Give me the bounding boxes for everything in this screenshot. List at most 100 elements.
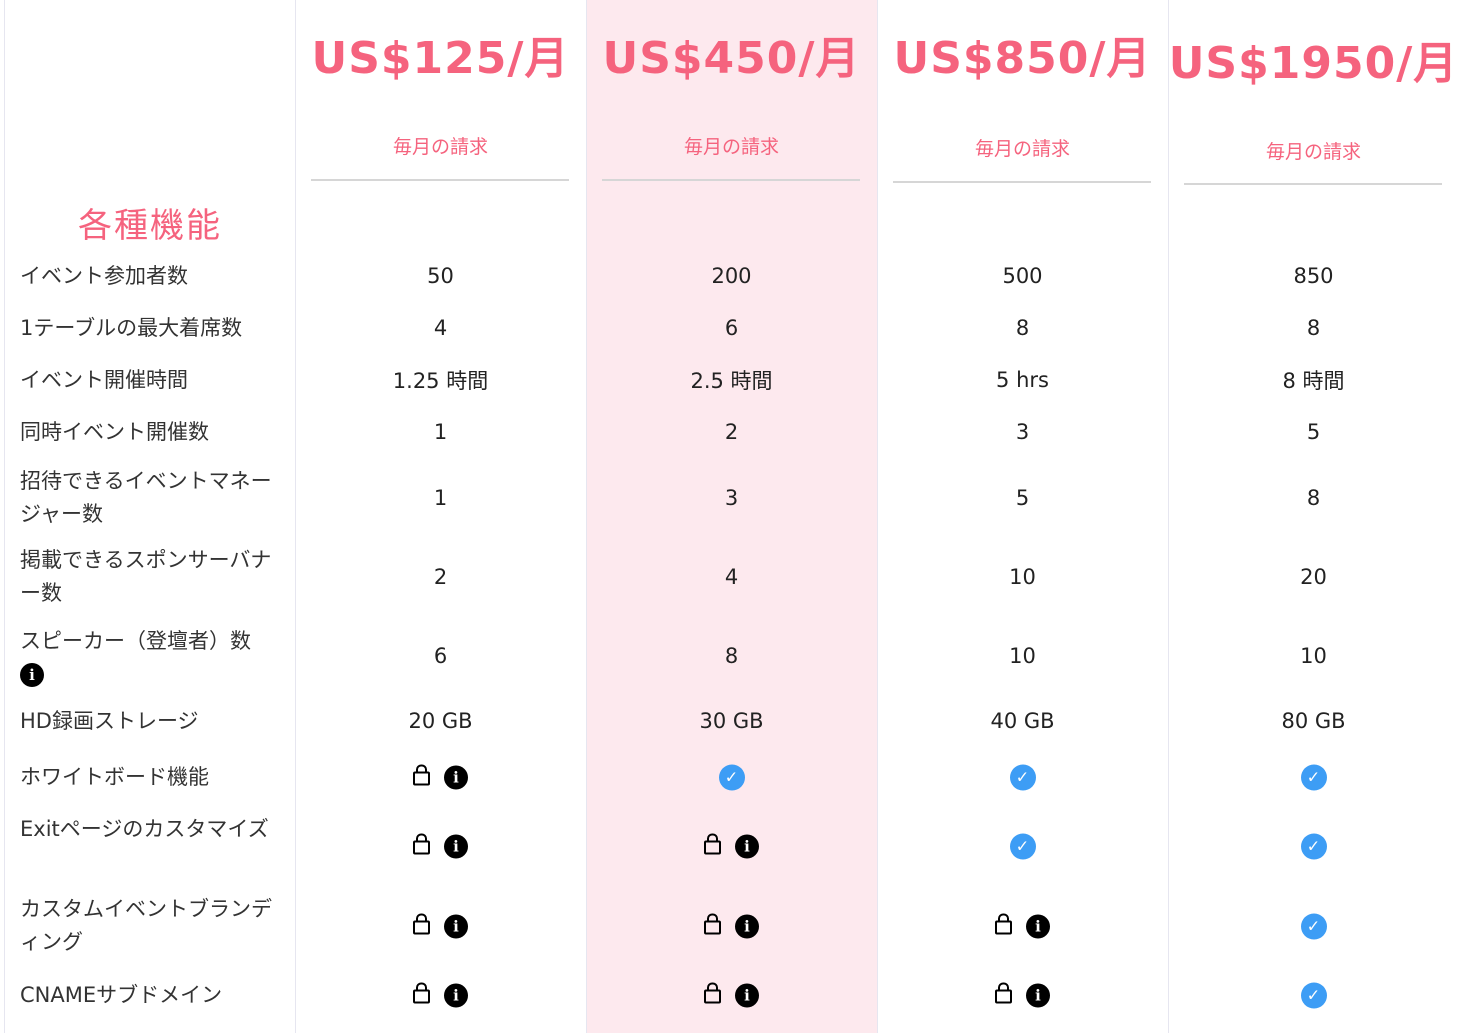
plan-cell: 10 — [1168, 644, 1459, 668]
plan-price: US$450/月 — [602, 33, 861, 84]
plan-cell: 5 hrs — [877, 368, 1168, 392]
feature-label-text: 掲載できるスポンサーバナー数 — [20, 548, 272, 605]
check-icon: ✓ — [1009, 764, 1036, 791]
plan-price: US$1950/月 — [1168, 38, 1459, 89]
feature-value: 8 — [1306, 316, 1321, 340]
lock-icon — [995, 913, 1012, 935]
feature-value: 5 — [1306, 420, 1321, 444]
feature-value: 850 — [1293, 264, 1334, 288]
plan-cell: 200 — [586, 264, 877, 288]
plan-cell: i — [877, 913, 1168, 939]
plan-cell: 2 — [586, 420, 877, 444]
plan-cell: i — [295, 764, 586, 790]
plan-cell: 80 GB — [1168, 709, 1459, 733]
plan-price: US$850/月 — [893, 33, 1152, 84]
plan-cell: 10 — [877, 644, 1168, 668]
feature-label-text: 招待できるイベントマネージャー数 — [20, 469, 272, 526]
feature-label-text: スピーカー（登壇者）数 — [20, 629, 251, 653]
plan-billing-label: 毎月の請求 — [683, 136, 779, 158]
feature-label-text: Exitページのカスタマイズ — [20, 817, 269, 841]
plan-cell: 4 — [586, 565, 877, 589]
info-icon[interactable]: i — [444, 765, 468, 790]
info-icon[interactable]: i — [444, 834, 468, 859]
feature-value: 4 — [433, 316, 448, 340]
feature-label-text: CNAMEサブドメイン — [20, 982, 223, 1007]
feature-value: 6 — [433, 644, 448, 668]
divider — [311, 179, 569, 181]
feature-label: 掲載できるスポンサーバナー数 — [20, 544, 272, 610]
plan-cell: i — [586, 833, 877, 859]
feature-value: 30 GB — [699, 709, 764, 733]
check-icon: ✓ — [1300, 982, 1327, 1009]
feature-label-text: 同時イベント開催数 — [20, 419, 209, 444]
plan-cell: 5 — [877, 486, 1168, 510]
plan-cell: 10 — [877, 565, 1168, 589]
info-icon[interactable]: i — [444, 914, 468, 939]
plan-billing-label: 毎月の請求 — [974, 138, 1070, 160]
plan-cell: ✓ — [877, 833, 1168, 860]
feature-value: 8 — [1306, 486, 1321, 510]
plan-column-2-highlighted — [586, 0, 877, 1033]
info-icon[interactable]: i — [735, 834, 759, 859]
info-icon[interactable]: i — [20, 663, 44, 687]
feature-value: 10 — [1009, 644, 1036, 668]
plan-column-4 — [1168, 0, 1459, 1033]
plan-cell: 5 — [1168, 420, 1459, 444]
info-icon[interactable]: i — [735, 983, 759, 1008]
plan-cell: 3 — [586, 486, 877, 510]
plan-cell: ✓ — [1168, 764, 1459, 791]
info-icon[interactable]: i — [1026, 914, 1050, 939]
plan-cell: 20 — [1168, 565, 1459, 589]
plan-cell: 2.5 時間 — [586, 365, 877, 395]
plan-cell: 50 — [295, 264, 586, 288]
plan-cell: i — [295, 913, 586, 939]
feature-label: CNAMEサブドメイン — [20, 979, 272, 1012]
divider — [1184, 183, 1442, 185]
plan-billing-label: 毎月の請求 — [392, 136, 488, 158]
check-icon: ✓ — [1300, 913, 1327, 940]
feature-value: 2 — [433, 565, 448, 589]
feature-value: 1 — [433, 486, 448, 510]
feature-value: 40 GB — [990, 709, 1055, 733]
feature-value: 20 — [1300, 565, 1327, 589]
lock-icon — [704, 833, 721, 855]
feature-value: 200 — [711, 264, 752, 288]
features-title: 各種機能 — [78, 206, 222, 246]
plan-cell: 1 — [295, 420, 586, 444]
plan-cell: 500 — [877, 264, 1168, 288]
info-icon[interactable]: i — [1026, 983, 1050, 1008]
plan-cell: 1.25 時間 — [295, 365, 586, 395]
feature-value: 20 GB — [408, 709, 473, 733]
check-icon: ✓ — [1009, 833, 1036, 860]
lock-icon — [704, 982, 721, 1004]
feature-value: 3 — [724, 486, 739, 510]
plan-billing-label: 毎月の請求 — [1265, 141, 1361, 163]
info-icon[interactable]: i — [735, 914, 759, 939]
plan-cell: ✓ — [877, 764, 1168, 791]
plan-cell: ✓ — [1168, 833, 1459, 860]
feature-label-text: ホワイトボード機能 — [20, 764, 209, 789]
plan-cell: 30 GB — [586, 709, 877, 733]
feature-value: 3 — [1015, 420, 1030, 444]
divider — [893, 181, 1151, 183]
plan-cell: 8 — [877, 316, 1168, 340]
feature-value: 2.5 時間 — [690, 369, 773, 393]
lock-icon — [413, 833, 430, 855]
plan-cell: 40 GB — [877, 709, 1168, 733]
feature-value: 1 — [433, 420, 448, 444]
feature-label: ホワイトボード機能 — [20, 761, 272, 794]
check-icon: ✓ — [1300, 833, 1327, 860]
plan-cell: ✓ — [586, 764, 877, 791]
features-column — [4, 0, 295, 1033]
plan-cell: ✓ — [1168, 982, 1459, 1009]
feature-label: 同時イベント開催数 — [20, 416, 272, 449]
feature-value: 80 GB — [1281, 709, 1346, 733]
divider — [602, 179, 860, 181]
plan-cell: i — [295, 833, 586, 859]
plan-cell: 2 — [295, 565, 586, 589]
info-icon[interactable]: i — [444, 983, 468, 1008]
plan-cell: 8 時間 — [1168, 365, 1459, 395]
feature-value: 8 時間 — [1282, 369, 1345, 393]
feature-label: 招待できるイベントマネージャー数 — [20, 465, 272, 531]
check-icon: ✓ — [1300, 764, 1327, 791]
